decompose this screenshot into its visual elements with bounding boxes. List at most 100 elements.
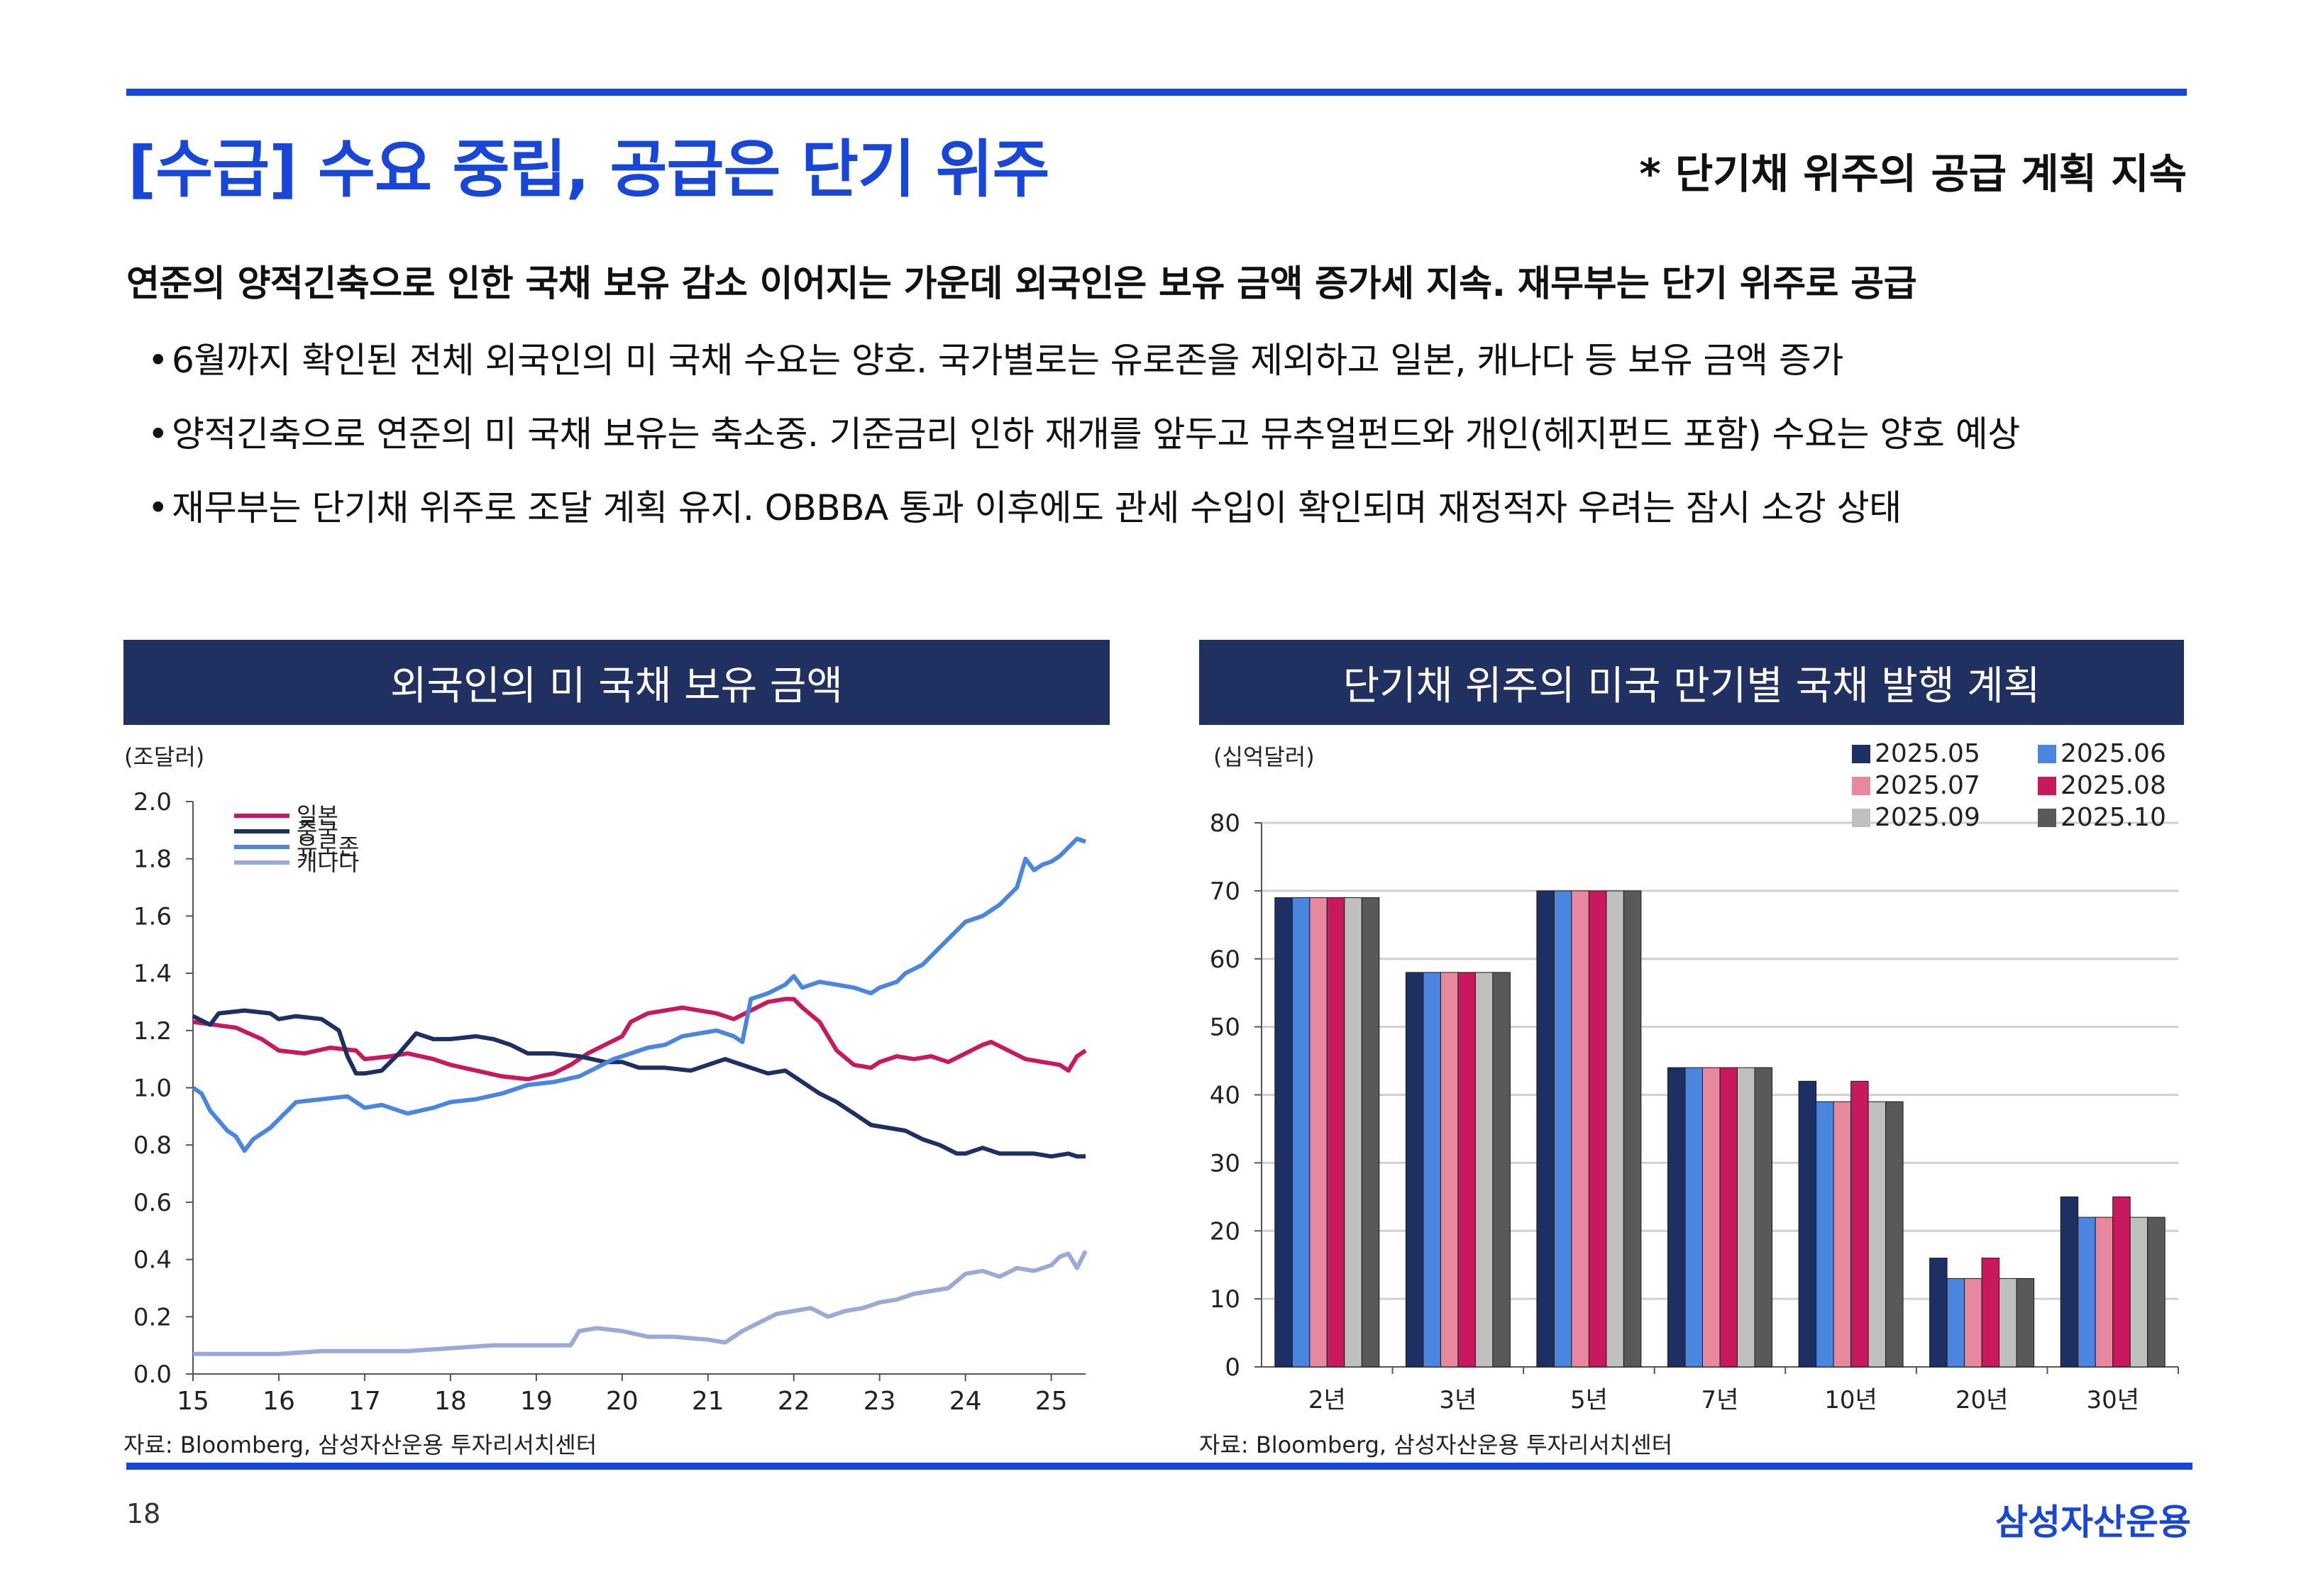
bar-2025.09-30년 [2129, 1217, 2148, 1368]
y-tick-label: 0.6 [133, 1189, 172, 1217]
x-tick-label: 22 [778, 1387, 810, 1416]
bar-2025.07-5년 [1571, 890, 1589, 1368]
bar-2025.08-20년 [1981, 1258, 2000, 1368]
x-tick-label: 24 [949, 1387, 982, 1416]
bar-2025.05-30년 [2060, 1196, 2079, 1368]
legend-swatch [2038, 745, 2056, 763]
bullet-text: 양적긴축으로 연준의 미 국채 보유는 축소중. 기준금리 인하 재개를 앞두고… [172, 414, 2020, 455]
legend-label: 2025.10 [2060, 803, 2166, 832]
bar-2025.07-20년 [1964, 1278, 1982, 1368]
bar-2025.07-30년 [2095, 1217, 2114, 1368]
legend-label: 2025.06 [2060, 739, 2166, 768]
bullet-text: 재무부는 단기채 위주로 조달 계획 유지. OBBBA 통과 이후에도 관세 … [172, 487, 1902, 528]
legend-swatch [2038, 809, 2056, 827]
series-line-유로존 [192, 836, 1086, 1153]
x-tick-label: 18 [434, 1387, 467, 1416]
y-tick-label: 70 [1210, 877, 1240, 906]
x-tick-label: 20 [606, 1387, 639, 1416]
bullet-mark: • [148, 487, 169, 528]
page-title: [수급] 수요 중립, 공급은 단기 위주 [128, 133, 1050, 206]
legend-label: 2025.08 [2060, 771, 2166, 800]
y-tick-label: 1.0 [133, 1075, 172, 1103]
x-tick-label: 16 [263, 1387, 295, 1416]
bar-2025.06-20년 [1946, 1278, 1965, 1368]
bar-2025.06-5년 [1553, 890, 1572, 1368]
y-tick-label: 80 [1210, 809, 1240, 838]
bar-2025.06-10년 [1816, 1101, 1834, 1368]
y-tick-label: 20 [1210, 1217, 1240, 1246]
legend-label: 2025.07 [1875, 771, 1980, 800]
legend-label: 중국 [297, 818, 338, 845]
y-tick-label: 1.8 [133, 846, 172, 874]
y-tick-label: 0.2 [133, 1303, 172, 1331]
bottom-rule [126, 1463, 2192, 1470]
bar-2025.09-7년 [1737, 1067, 1755, 1368]
legend-swatch [2038, 777, 2056, 795]
bar-2025.09-10년 [1868, 1101, 1887, 1368]
series-line-캐나다 [193, 1250, 1088, 1356]
legend-swatch [1852, 809, 1870, 827]
x-tick-label: 17 [348, 1387, 381, 1416]
bar-2025.09-5년 [1606, 890, 1624, 1368]
issuance-bar-chart: (십억달러) 0 10 20 30 40 50 60 70 80 2년 3년 5년 7년 10년 20년 30년… [1210, 739, 2179, 1414]
chart1-source: 자료: Bloomberg, 삼성자산운용 투자리서치센터 [123, 1431, 597, 1458]
chart2-title: 단기채 위주의 미국 만기별 국채 발행 계획 [1199, 640, 2184, 725]
x-tick-label: 19 [520, 1387, 553, 1416]
bar-2025.05-7년 [1667, 1067, 1686, 1368]
x-tick-label: 25 [1035, 1387, 1068, 1416]
x-tick-label: 10년 [1824, 1386, 1877, 1414]
bullet-item: • 6월까지 확인된 전체 외국인의 미 국채 수요는 양호. 국가별로는 유로존… [148, 332, 1843, 383]
y-tick-label: 40 [1210, 1082, 1240, 1110]
x-tick-label: 15 [177, 1387, 209, 1416]
bar-2025.06-7년 [1684, 1067, 1703, 1368]
x-tick-label: 21 [692, 1387, 724, 1416]
x-tick-label: 23 [864, 1387, 896, 1416]
y-tick-label: 0.0 [133, 1361, 172, 1389]
x-tick-label: 20년 [1955, 1386, 2009, 1414]
x-tick-label: 2년 [1308, 1386, 1346, 1414]
y-tick-label: 50 [1210, 1014, 1240, 1042]
bar-2025.08-30년 [2112, 1196, 2131, 1368]
bar-2025.08-2년 [1326, 897, 1345, 1368]
y-tick-label: 0.8 [133, 1131, 172, 1160]
bullet-item: • 양적긴축으로 연준의 미 국채 보유는 축소중. 기준금리 인하 재개를 앞두… [148, 406, 2020, 457]
bar-2025.05-10년 [1798, 1080, 1817, 1368]
legend-label: 캐나다 [297, 849, 359, 876]
bar-2025.10-5년 [1623, 890, 1642, 1368]
legend-label: 2025.05 [1875, 739, 1980, 768]
y-tick-label: 0.4 [133, 1246, 172, 1275]
bar-2025.07-7년 [1702, 1067, 1721, 1368]
bar-2025.10-7년 [1754, 1067, 1772, 1368]
x-tick-label: 7년 [1701, 1386, 1739, 1414]
x-tick-label: 5년 [1570, 1386, 1608, 1414]
y-tick-label: 30 [1210, 1149, 1240, 1177]
bar-2025.07-3년 [1440, 972, 1459, 1368]
bar-2025.06-30년 [2078, 1217, 2096, 1368]
bar-2025.09-3년 [1474, 972, 1494, 1368]
bar-2025.09-2년 [1344, 897, 1362, 1368]
bar-2025.10-3년 [1492, 972, 1511, 1368]
brand-logo: 삼성자산운용 [1995, 1502, 2191, 1543]
legend-label: 일본 [297, 802, 338, 829]
y-axis-unit: (조달러) [124, 743, 204, 770]
bar-2025.10-2년 [1361, 897, 1380, 1368]
y-axis-unit: (십억달러) [1213, 743, 1315, 770]
y-tick-label: 1.2 [133, 1017, 172, 1046]
x-tick-label: 30년 [2086, 1386, 2139, 1414]
x-tick-label: 3년 [1439, 1386, 1477, 1414]
bullet-mark: • [148, 340, 169, 381]
bar-2025.07-2년 [1309, 897, 1328, 1368]
bar-2025.05-20년 [1929, 1258, 1948, 1368]
chart2-source: 자료: Bloomberg, 삼성자산운용 투자리서치센터 [1199, 1431, 1673, 1458]
legend-swatch [1852, 745, 1870, 763]
bullet-mark: • [148, 414, 169, 455]
bar-2025.10-30년 [2147, 1217, 2166, 1368]
y-tick-label: 2.0 [133, 788, 172, 816]
legend-label: 유로존 [297, 833, 359, 860]
bar-2025.05-2년 [1274, 897, 1293, 1368]
legend-label: 2025.09 [1875, 803, 1980, 832]
bar-2025.08-5년 [1588, 890, 1607, 1368]
bar-2025.10-20년 [2016, 1278, 2035, 1368]
bar-2025.08-10년 [1850, 1080, 1869, 1368]
bar-2025.10-10년 [1885, 1101, 1904, 1368]
